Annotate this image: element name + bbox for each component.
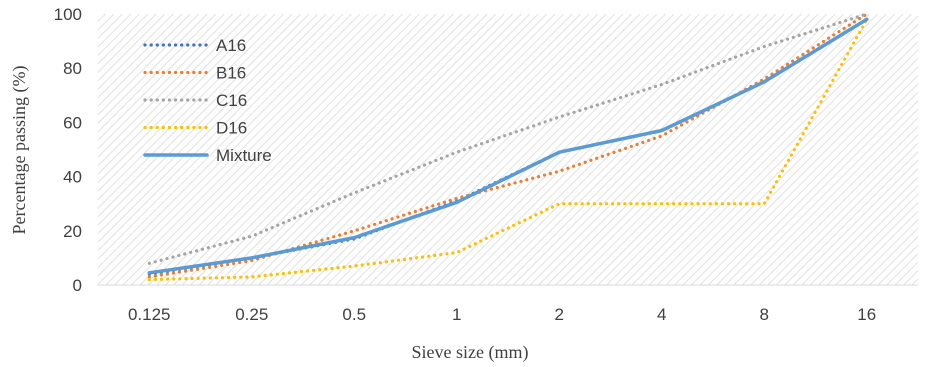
y-tick-label: 40 xyxy=(63,168,82,187)
series-line-d16 xyxy=(147,17,869,282)
legend-label-b16: B16 xyxy=(216,64,246,83)
legend-label-mixture: Mixture xyxy=(216,146,272,165)
y-tick-label: 20 xyxy=(63,222,82,241)
x-axis-title: Sieve size (mm) xyxy=(412,342,529,363)
legend: A16 B16 C16 D16 Mixture xyxy=(143,36,272,165)
x-tick-label: 1 xyxy=(452,305,461,324)
legend-label-c16: C16 xyxy=(216,91,247,110)
y-tick-label: 80 xyxy=(63,59,82,78)
x-tick-label: 0.125 xyxy=(128,305,171,324)
x-tick-label: 0.5 xyxy=(342,305,366,324)
plot-area xyxy=(98,14,918,285)
x-tick-label: 8 xyxy=(760,305,769,324)
series-line-c16 xyxy=(147,12,869,265)
y-tick-label: 60 xyxy=(63,113,82,132)
y-tick-labels: 0 20 40 60 80 100 xyxy=(54,5,82,295)
legend-label-d16: D16 xyxy=(216,119,247,138)
series-line-mixture xyxy=(147,17,869,275)
legend-label-a16: A16 xyxy=(216,36,246,55)
series-lines xyxy=(147,12,869,282)
x-tick-labels: 0.125 0.25 0.5 1 2 4 8 16 xyxy=(128,305,876,324)
x-tick-label: 0.25 xyxy=(235,305,268,324)
x-tick-label: 16 xyxy=(857,305,876,324)
y-axis-title: Percentage passing (%) xyxy=(9,66,30,235)
y-tick-label: 0 xyxy=(73,276,82,295)
x-tick-label: 4 xyxy=(657,305,666,324)
x-tick-label: 2 xyxy=(555,305,564,324)
y-tick-label: 100 xyxy=(54,5,82,24)
